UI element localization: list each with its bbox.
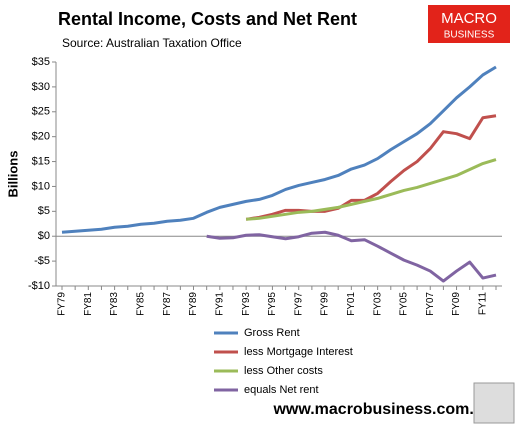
x-tick-label: FY97	[293, 292, 304, 316]
y-tick-label: $35	[32, 56, 50, 68]
x-tick-label: FY87	[162, 292, 173, 316]
y-tick-label: $5	[38, 205, 50, 217]
y-tick-label: $30	[32, 81, 50, 93]
y-tick-label: $25	[32, 106, 50, 118]
x-tick-label: FY85	[136, 292, 147, 316]
series-line	[246, 158, 497, 221]
x-tick-label: FY81	[83, 292, 94, 316]
x-tick-label: FY09	[451, 292, 462, 316]
y-tick-label: -$5	[34, 255, 50, 267]
x-tick-label: FY79	[57, 292, 68, 316]
legend-label: Gross Rent	[244, 327, 300, 339]
legend-label: equals Net rent	[244, 384, 319, 396]
legend-label: less Mortgage Interest	[244, 346, 353, 358]
x-tick-label: FY99	[320, 292, 331, 316]
x-tick-label: FY01	[346, 292, 357, 316]
chart-title: Rental Income, Costs and Net Rent	[58, 9, 357, 29]
series-line	[206, 230, 497, 283]
x-tick-label: FY95	[267, 292, 278, 316]
series-line	[245, 114, 497, 221]
x-tick-label: FY89	[188, 292, 199, 316]
y-tick-label: $20	[32, 131, 50, 143]
logo-box	[428, 5, 510, 43]
y-tick-label: -$10	[28, 280, 50, 292]
logo-icon	[473, 382, 515, 424]
x-tick-label: FY07	[425, 292, 436, 316]
x-tick-label: FY91	[214, 292, 225, 316]
y-tick-label: $0	[38, 230, 50, 242]
footer: www.macrobusiness.com.au	[272, 401, 492, 418]
logo-text: MACRO	[441, 10, 497, 27]
legend-label: less Other costs	[244, 365, 323, 377]
x-tick-label: FY05	[399, 292, 410, 316]
x-tick-label: FY83	[109, 292, 120, 316]
x-tick-label: FY03	[372, 292, 383, 316]
y-tick-label: $15	[32, 155, 50, 167]
x-tick-label: FY11	[477, 292, 488, 316]
y-axis-label: Billions	[5, 151, 20, 198]
chart-subtitle: Source: Australian Taxation Office	[62, 36, 242, 50]
x-tick-label: FY93	[241, 292, 252, 316]
logo-text: BUSINESS	[444, 30, 495, 41]
y-tick-label: $10	[32, 180, 50, 192]
series-line	[61, 65, 497, 234]
